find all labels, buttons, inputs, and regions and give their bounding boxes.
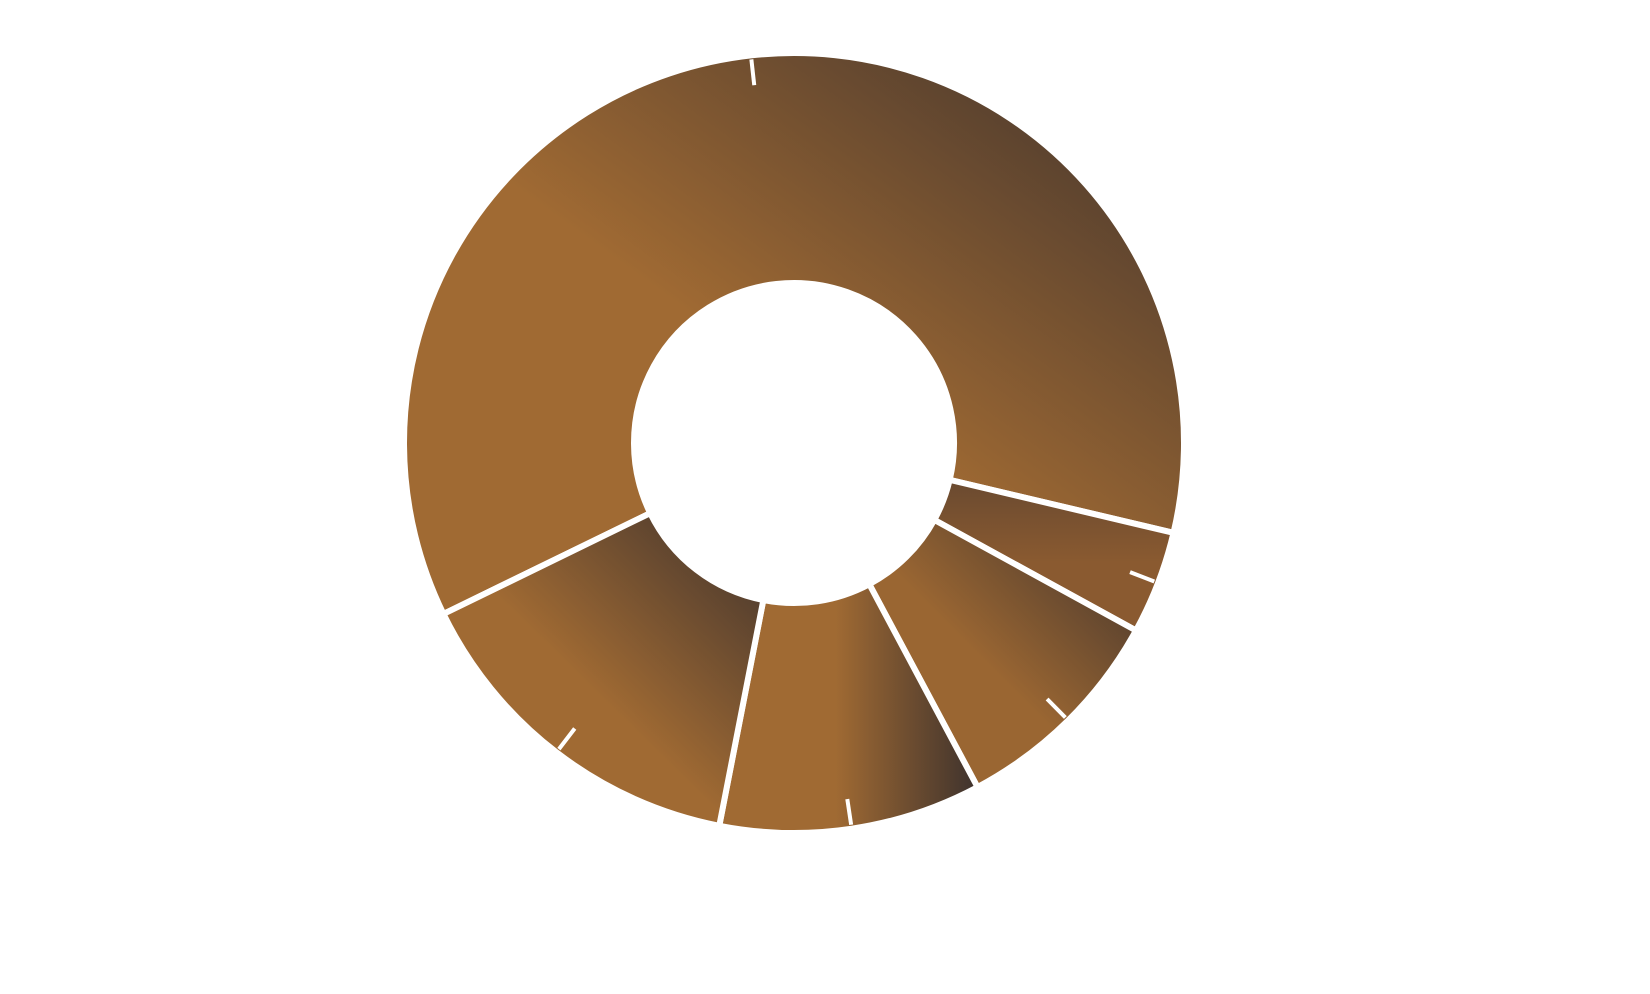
slices-layer xyxy=(401,50,1187,836)
donut-hole xyxy=(636,285,952,601)
slice-tick-2 xyxy=(1129,570,1156,584)
donut-slice-1 xyxy=(401,50,1187,618)
donut-slice-4 xyxy=(715,580,982,836)
ticks-layer xyxy=(557,59,1156,826)
donut-slice-5 xyxy=(439,509,767,830)
donut-slice-3 xyxy=(865,515,1141,792)
slice-tick-1 xyxy=(749,59,757,86)
slice-tick-3 xyxy=(1045,697,1067,719)
slice-tick-4 xyxy=(845,798,854,826)
slice-tick-5 xyxy=(557,727,577,751)
